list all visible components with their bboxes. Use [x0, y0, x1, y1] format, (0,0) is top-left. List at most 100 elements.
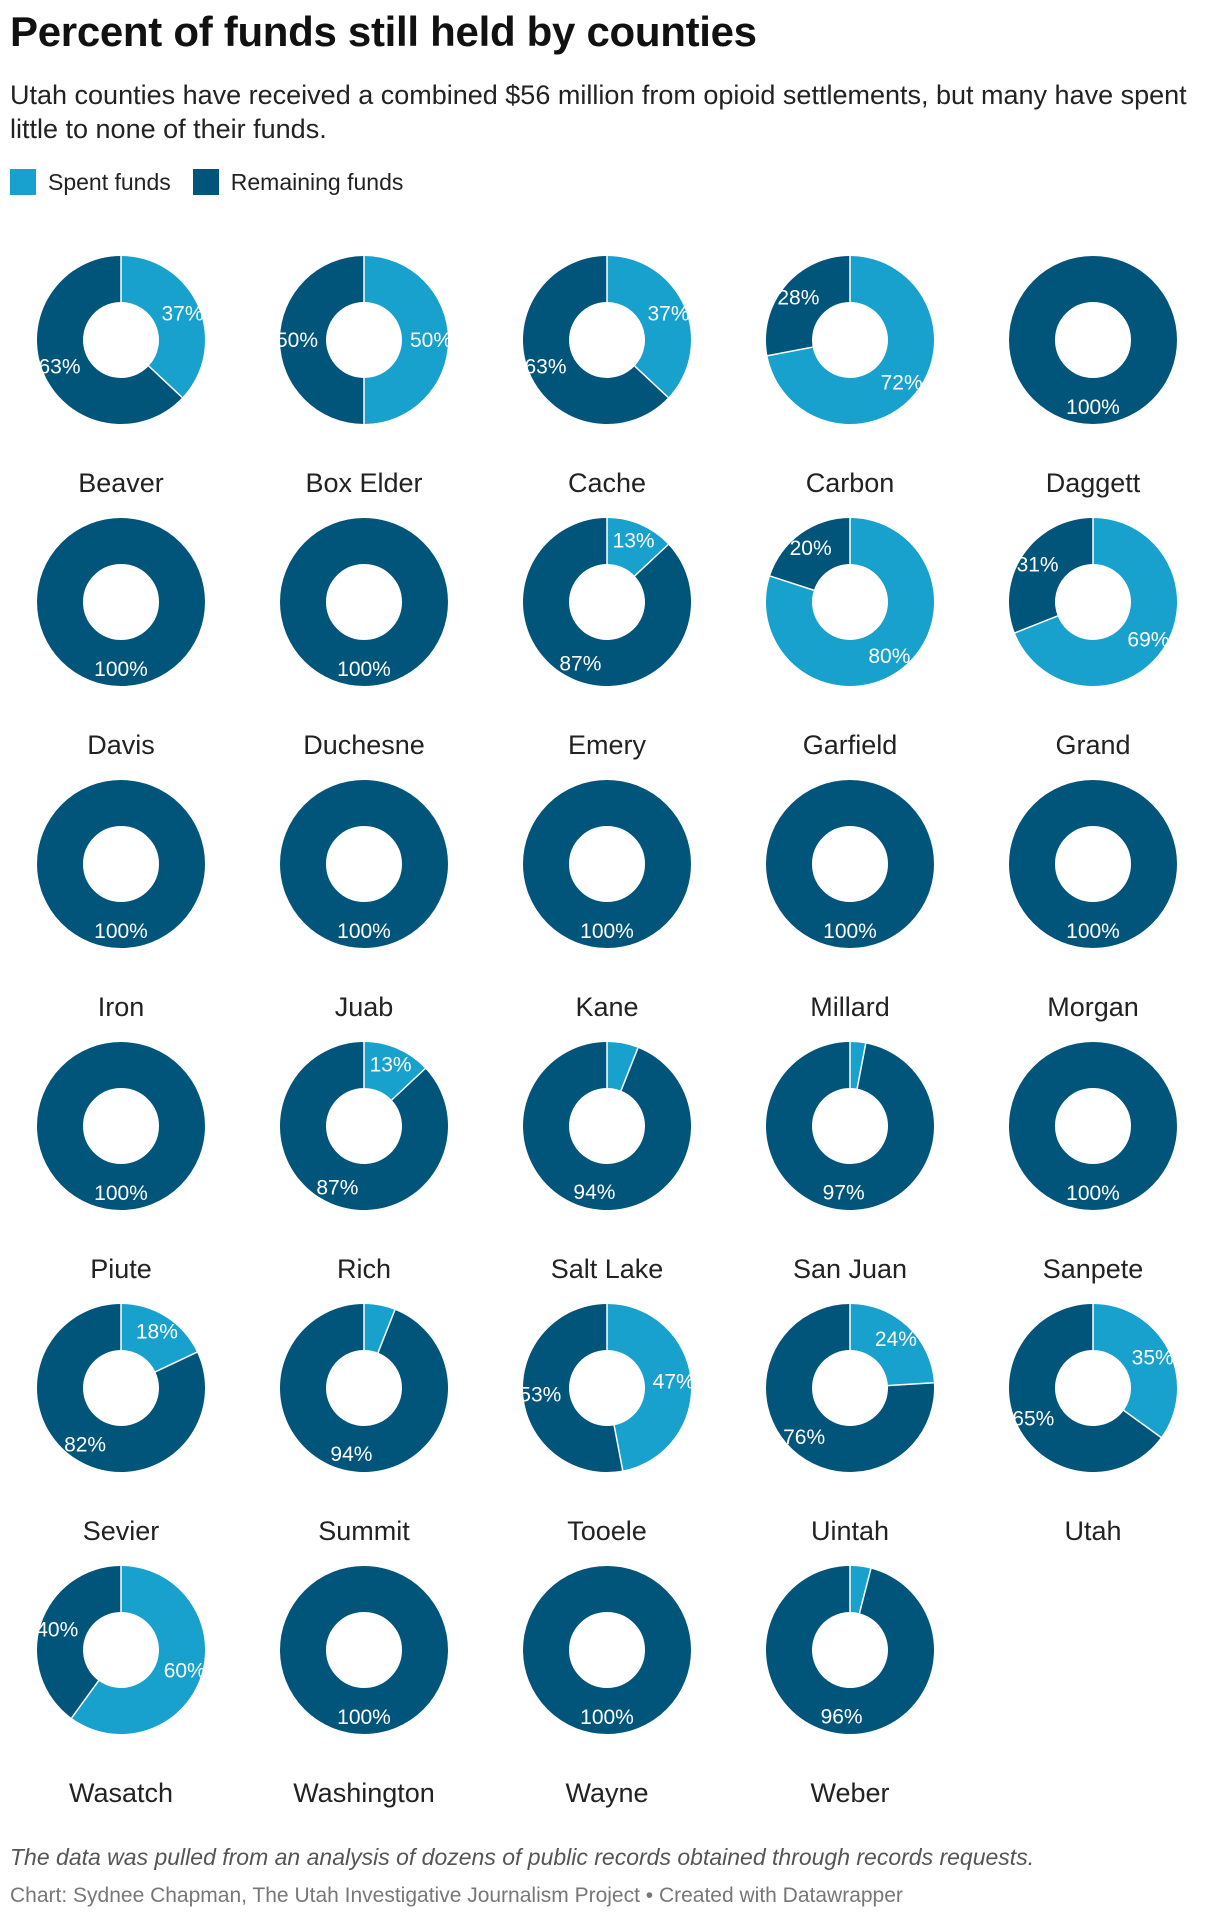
slice-spent-san-juan [850, 1042, 866, 1089]
donut-uintah: 24% 76% Uintah [765, 1304, 934, 1546]
county-name-iron: Iron [98, 992, 145, 1022]
slice-remaining-washington [280, 1566, 448, 1734]
slice-remaining-tooele [523, 1304, 623, 1472]
slice-spent-sevier [121, 1304, 198, 1372]
label-remaining-daggett: 100% [1066, 396, 1120, 419]
slice-separator [858, 1568, 872, 1614]
county-name-davis: Davis [87, 730, 155, 760]
label-remaining-san-juan: 97% [823, 1182, 865, 1205]
slice-remaining-grand [1009, 518, 1093, 633]
county-name-daggett: Daggett [1046, 468, 1141, 498]
slice-remaining-duchesne [280, 518, 448, 686]
donut-davis: 100% Davis [37, 518, 205, 760]
slice-separator [634, 543, 669, 577]
label-remaining-kane: 100% [580, 920, 634, 943]
slice-remaining-summit [279, 1304, 448, 1472]
slice-spent-tooele [607, 1304, 692, 1471]
donut-morgan: 100% Morgan [1009, 780, 1177, 1022]
donut-weber: 96% Weber [766, 1566, 935, 1808]
slice-remaining-millard [766, 780, 934, 948]
donut-box-elder: 50% 50% Box Elder [276, 256, 452, 498]
label-spent-grand: 69% [1127, 629, 1169, 652]
county-name-duchesne: Duchesne [303, 730, 425, 760]
donut-cache: 37% 63% Cache [522, 256, 691, 498]
donut-carbon: 72% 28% Carbon [766, 256, 934, 498]
chart-subtitle: Utah counties have received a combined $… [10, 80, 1187, 144]
slice-remaining-utah [1009, 1304, 1161, 1472]
label-remaining-garfield: 20% [790, 537, 832, 560]
label-remaining-juab: 100% [337, 920, 391, 943]
slice-remaining-weber [766, 1566, 935, 1734]
slice-separator [148, 365, 183, 399]
label-remaining-summit: 94% [330, 1443, 372, 1466]
donut-garfield: 80% 20% Garfield [766, 518, 935, 760]
slice-spent-salt-lake [607, 1042, 638, 1091]
legend-label-remaining: Remaining funds [230, 168, 404, 195]
label-remaining-beaver: 63% [38, 356, 80, 379]
donut-tooele: 47% 53% Tooele [519, 1304, 695, 1546]
donut-millard: 100% Millard [766, 780, 934, 1022]
label-remaining-wasatch: 40% [36, 1618, 78, 1641]
label-spent-rich: 13% [370, 1054, 412, 1077]
label-spent-emery: 13% [613, 530, 655, 553]
slice-spent-beaver [121, 256, 205, 398]
slice-remaining-juab [280, 780, 448, 948]
slice-separator [620, 1047, 639, 1091]
label-spent-sevier: 18% [136, 1320, 178, 1343]
slice-remaining-morgan [1009, 780, 1177, 948]
donut-kane: 100% Kane [523, 780, 691, 1022]
slice-remaining-san-juan [766, 1042, 935, 1211]
slice-separator [71, 1680, 100, 1719]
county-name-grand: Grand [1055, 730, 1130, 760]
county-name-uintah: Uintah [811, 1516, 889, 1546]
label-remaining-salt-lake: 94% [573, 1181, 615, 1204]
county-name-emery: Emery [568, 730, 647, 760]
slice-remaining-emery [522, 518, 691, 687]
chart-credit: Chart: Sydnee Chapman, The Utah Investig… [10, 1884, 903, 1907]
slice-remaining-daggett [1009, 256, 1177, 424]
legend-label-spent: Spent funds [48, 168, 171, 195]
donut-piute: 100% Piute [37, 1042, 205, 1284]
label-spent-utah: 35% [1132, 1347, 1174, 1370]
slice-spent-garfield [766, 518, 935, 686]
county-name-tooele: Tooele [567, 1516, 647, 1546]
donut-daggett: 100% Daggett [1009, 256, 1177, 498]
legend: Spent funds Remaining funds [10, 166, 425, 198]
slice-remaining-salt-lake [522, 1042, 691, 1210]
legend-swatch-spent [10, 169, 36, 195]
slice-spent-rich [364, 1042, 426, 1100]
donut-summit: 94% Summit [279, 1304, 448, 1546]
slice-remaining-sanpete [1009, 1042, 1177, 1210]
label-remaining-sanpete: 100% [1066, 1182, 1120, 1205]
county-name-weber: Weber [810, 1778, 889, 1808]
slice-spent-summit [364, 1304, 395, 1353]
slice-remaining-beaver [36, 256, 183, 424]
county-name-salt-lake: Salt Lake [551, 1254, 664, 1284]
county-name-garfield: Garfield [803, 730, 898, 760]
county-name-box-elder: Box Elder [305, 468, 422, 498]
slice-spent-utah [1093, 1304, 1177, 1438]
label-remaining-iron: 100% [94, 920, 148, 943]
slice-remaining-iron [37, 780, 205, 948]
slice-remaining-box-elder [280, 256, 364, 424]
donut-san-juan: 97% San Juan [766, 1042, 935, 1284]
donut-duchesne: 100% Duchesne [280, 518, 448, 760]
slice-separator [634, 365, 669, 399]
slice-spent-weber [850, 1566, 871, 1614]
slice-spent-emery [607, 518, 669, 576]
slice-remaining-davis [37, 518, 205, 686]
donut-iron: 100% Iron [37, 780, 205, 1022]
slice-spent-uintah [850, 1304, 934, 1386]
label-spent-box-elder: 50% [410, 329, 452, 352]
label-spent-tooele: 47% [653, 1371, 695, 1394]
label-remaining-piute: 100% [94, 1182, 148, 1205]
slice-spent-grand [1014, 518, 1177, 686]
label-remaining-morgan: 100% [1066, 920, 1120, 943]
slice-separator [155, 1351, 198, 1373]
county-name-cache: Cache [568, 468, 646, 498]
county-name-beaver: Beaver [78, 468, 164, 498]
county-name-carbon: Carbon [806, 468, 895, 498]
slice-separator [1014, 615, 1058, 634]
slice-remaining-rich [280, 1042, 449, 1210]
donut-wasatch: 60% 40% Wasatch [36, 1566, 206, 1808]
